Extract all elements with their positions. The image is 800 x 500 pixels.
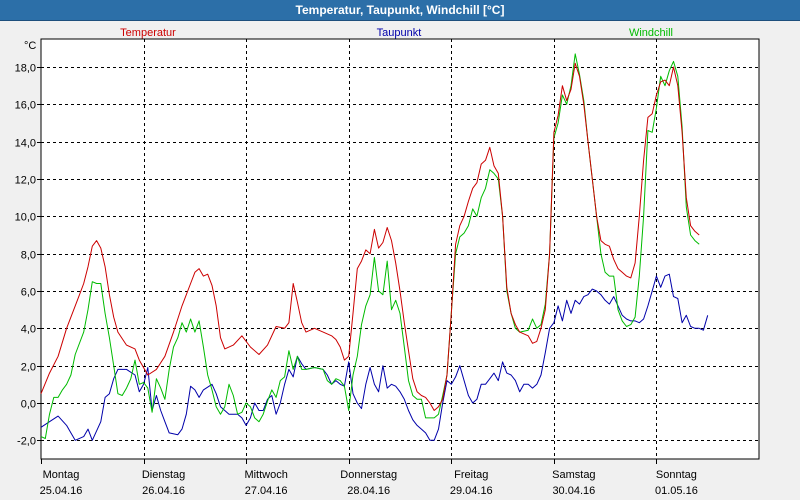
y-tick-label: 12,0 (15, 175, 36, 187)
y-tick-label: -2,0 (17, 436, 36, 448)
y-tick-label: 18,0 (15, 63, 36, 75)
series-line-temperatur (40, 62, 700, 411)
x-tick-date-label: 27.04.16 (245, 485, 288, 497)
x-tick-day-label: Freitag (454, 469, 488, 481)
x-tick-date-label: 30.04.16 (552, 485, 595, 497)
series-line-taupunkt (40, 273, 709, 441)
x-tick-date-label: 26.04.16 (142, 485, 185, 497)
y-tick-label: 6,0 (21, 287, 36, 299)
y-tick-label: 2,0 (21, 362, 36, 374)
x-tick-date-label: 25.04.16 (40, 485, 83, 497)
y-tick-label: 8,0 (21, 250, 36, 262)
line-chart: -2,00,02,04,06,08,010,012,014,016,018,0 … (0, 21, 800, 500)
legend-windchill: Windchill (629, 27, 673, 39)
x-axis: Montag 25.04.16 Dienstag 26.04.16 Mittwoch 27… (40, 459, 698, 497)
legend-taupunkt: Taupunkt (377, 27, 422, 39)
x-tick-day-label: Dienstag (142, 469, 185, 481)
x-tick-date-label: 29.04.16 (450, 485, 493, 497)
y-tick-label: 10,0 (15, 212, 36, 224)
x-tick-day-label: Montag (43, 469, 80, 481)
y-axis-unit-label: °C (24, 40, 36, 52)
x-tick-day-label: Mittwoch (244, 469, 287, 481)
x-tick-date-label: 01.05.16 (655, 485, 698, 497)
grid (41, 39, 759, 459)
x-tick-day-label: Donnerstag (340, 469, 397, 481)
x-tick-date-label: 28.04.16 (347, 485, 390, 497)
x-tick-day-label: Sonntag (656, 469, 697, 481)
y-tick-label: 0,0 (21, 399, 36, 411)
y-tick-label: 4,0 (21, 324, 36, 336)
legend-temperatur: Temperatur (120, 27, 176, 39)
window-title: Temperatur, Taupunkt, Windchill [°C] (0, 0, 800, 21)
series-lines (40, 53, 709, 441)
x-tick-day-label: Samstag (552, 469, 595, 481)
y-tick-label: 14,0 (15, 138, 36, 150)
y-axis: -2,0 0,0 2,0 4,0 6,0 8,0 10,0 12,0 14,0 16,0 18,0 (15, 63, 41, 448)
legend: Temperatur Taupunkt Windchill (120, 27, 673, 39)
chart-area: -2,0 0,0 2,0 4,0 6,0 8,0 10,0 12,0 14,0 16,0 18,0 … (0, 21, 800, 500)
y-tick-label: 16,0 (15, 100, 36, 112)
